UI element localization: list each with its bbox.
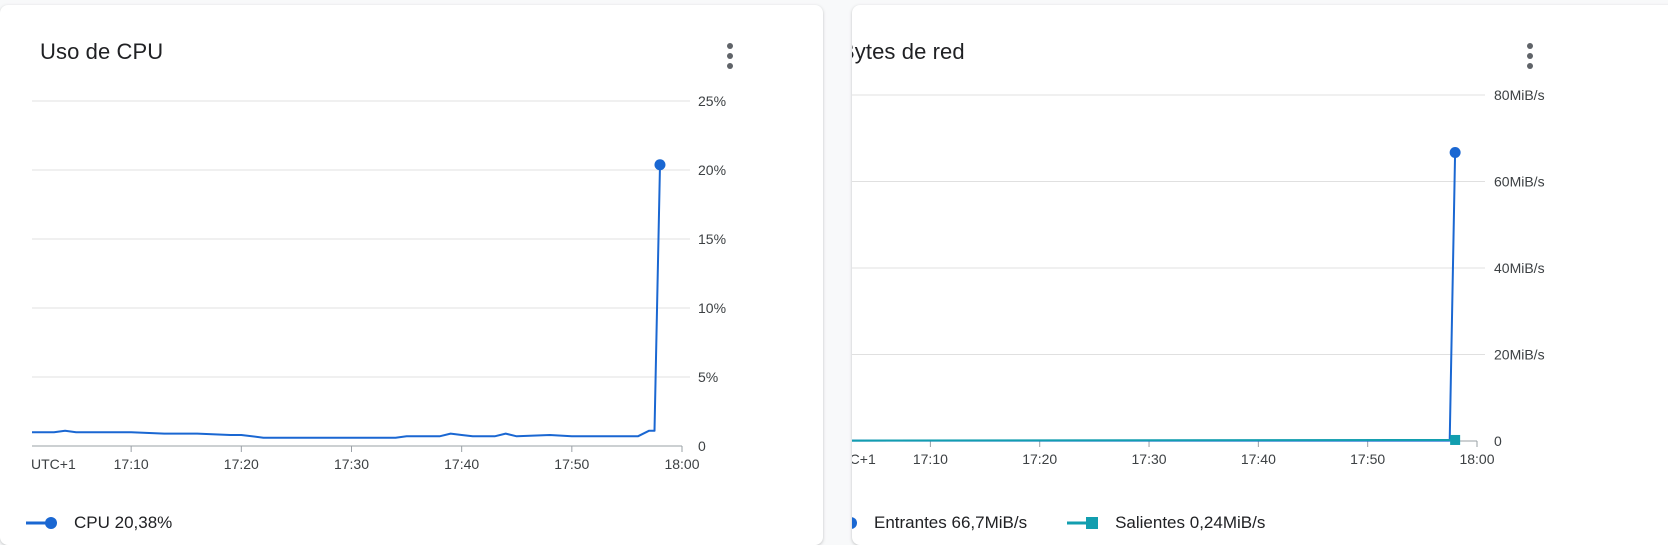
- legend-square-marker-icon: [1067, 517, 1099, 529]
- series-line-cpu: [32, 164, 661, 439]
- y-tick-label: 15%: [698, 231, 726, 247]
- x-tick-label: 17:50: [1350, 451, 1385, 467]
- legend-circle-marker-icon: [852, 517, 857, 529]
- x-tick-label: 17:10: [913, 451, 948, 467]
- legend-item-outgoing[interactable]: Salientes 0,24MiB/s: [1067, 513, 1265, 533]
- x-tick-label: 17:40: [444, 456, 479, 472]
- network-bytes-card: Bytes de red 0 20MiB/s 40MiB/s 60MiB/s 80MiB…: [852, 5, 1668, 545]
- cpu-usage-card: Uso de CPU 0 5% 10% 15% 20% 25% UTC+1 17:10 17:2…: [0, 5, 823, 545]
- cpu-card-title: Uso de CPU: [40, 39, 164, 64]
- series-line-entrantes: [852, 152, 1457, 442]
- x-tick-label: 17:50: [554, 456, 589, 472]
- network-chart: 0 20MiB/s 40MiB/s 60MiB/s 80MiB/s UTC+1 17:10 1…: [852, 87, 1545, 467]
- legend-item-incoming[interactable]: Entrantes 66,7MiB/s: [852, 513, 1027, 533]
- x-tick-label: 17:10: [114, 456, 149, 472]
- x-tick-label: 17:20: [1022, 451, 1057, 467]
- cpu-chart: 0 5% 10% 15% 20% 25% UTC+1 17:10 17:20 17:30 17:40…: [31, 93, 726, 472]
- x-tick-label: 18:00: [664, 456, 699, 472]
- y-tick-label: 60MiB/s: [1494, 174, 1545, 190]
- legend-label-outgoing: Salientes 0,24MiB/s: [1115, 513, 1266, 532]
- x-tick-label: 17:30: [334, 456, 369, 472]
- timezone-label: UTC+1: [31, 456, 76, 472]
- legend-item-cpu[interactable]: CPU 20,38%: [26, 513, 172, 533]
- network-more-options-icon[interactable]: [1518, 41, 1542, 71]
- y-tick-label: 0: [1494, 433, 1502, 449]
- x-tick-label: 17:40: [1241, 451, 1276, 467]
- y-tick-label: 20MiB/s: [1494, 347, 1545, 363]
- series-end-point-salientes[interactable]: [1450, 434, 1461, 445]
- cpu-more-options-icon[interactable]: [718, 41, 742, 71]
- legend-label-incoming: Entrantes 66,7MiB/s: [874, 513, 1028, 532]
- series-end-point-entrantes[interactable]: [1449, 147, 1461, 159]
- timezone-label: UTC+1: [852, 451, 876, 467]
- x-tick-label: 18:00: [1459, 451, 1494, 467]
- y-tick-label: 5%: [698, 369, 718, 385]
- y-tick-label: 80MiB/s: [1494, 87, 1545, 103]
- y-tick-label: 10%: [698, 300, 726, 316]
- network-card-title: Bytes de red: [852, 39, 965, 64]
- network-chart-legend: Entrantes 66,7MiB/s Salientes 0,24MiB/s: [852, 513, 1305, 533]
- legend-label-cpu: CPU 20,38%: [74, 513, 173, 532]
- x-tick-label: 17:20: [224, 456, 259, 472]
- x-tick-label: 17:30: [1132, 451, 1167, 467]
- y-tick-label: 0: [698, 438, 706, 454]
- series-line-salientes: [852, 439, 1456, 442]
- legend-circle-marker-icon: [26, 517, 57, 529]
- y-tick-label: 40MiB/s: [1494, 260, 1545, 276]
- y-tick-label: 20%: [698, 162, 726, 178]
- y-tick-label: 25%: [698, 93, 726, 109]
- cpu-chart-legend: CPU 20,38%: [26, 513, 212, 533]
- series-end-point-cpu[interactable]: [654, 159, 666, 171]
